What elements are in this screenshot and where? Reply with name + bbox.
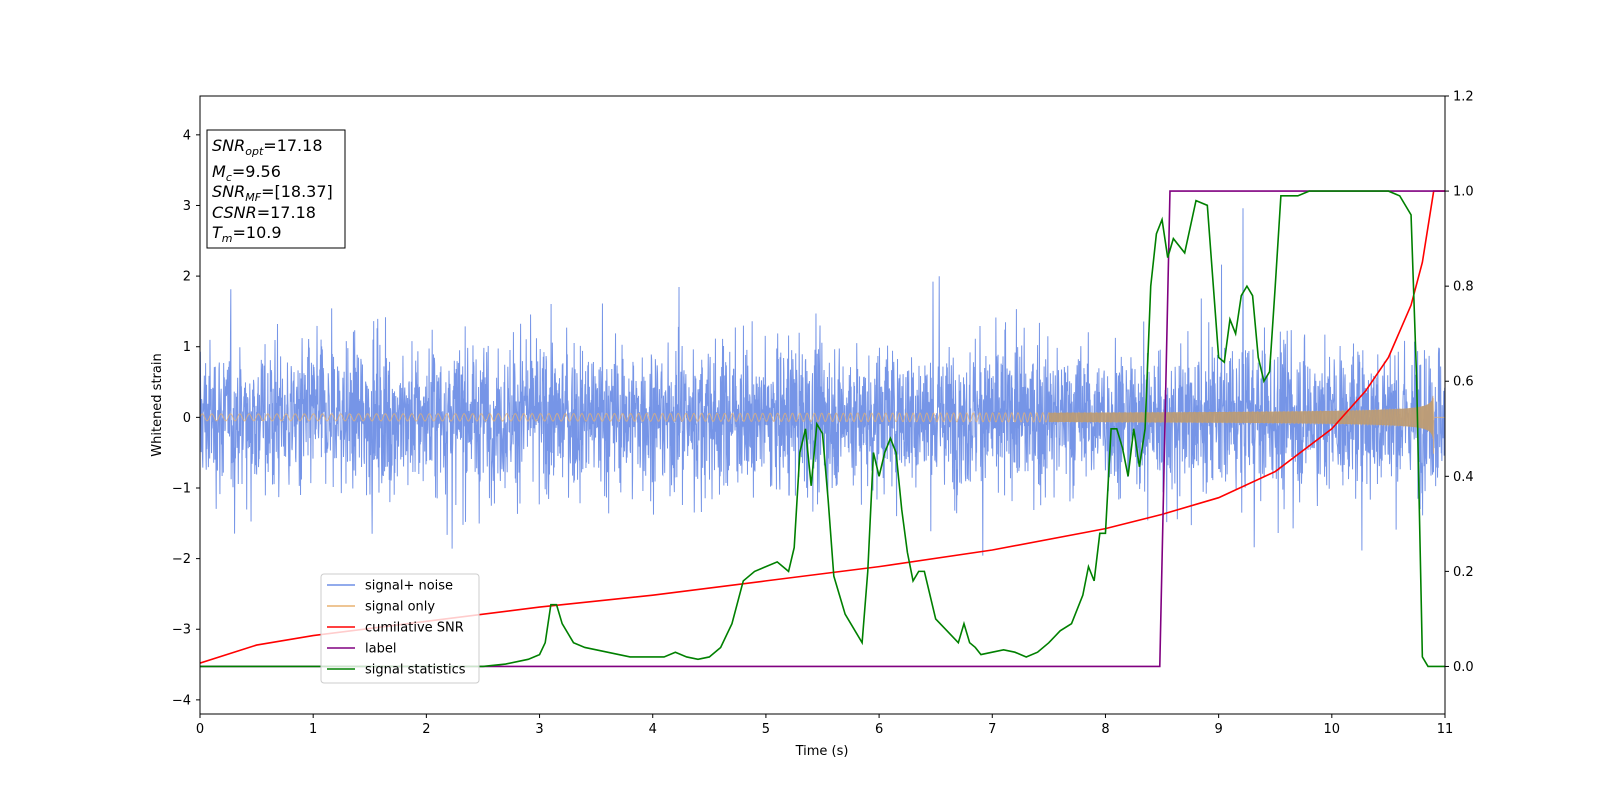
signal-envelope bbox=[1048, 396, 1434, 439]
annotation-value: =17.18 bbox=[257, 203, 316, 222]
annotation-subscript: MF bbox=[245, 191, 261, 204]
x-axis-ticks: 0 1 2 3 4 5 6 7 8 9 10 11 bbox=[196, 714, 1453, 737]
legend-label: label bbox=[365, 642, 396, 657]
legend-label: signal only bbox=[365, 600, 435, 615]
x-tick-label: 3 bbox=[535, 722, 543, 737]
annotation-subscript: c bbox=[226, 171, 232, 184]
signal-statistics-line bbox=[200, 190, 1445, 668]
annotation-line: CSNR=17.18 bbox=[212, 203, 316, 222]
annotation-subscript: opt bbox=[245, 145, 264, 158]
x-tick-label: 4 bbox=[649, 722, 657, 737]
plot-frame bbox=[199, 95, 1446, 715]
x-tick-label: 10 bbox=[1324, 722, 1341, 737]
x-tick-label: 8 bbox=[1101, 722, 1109, 737]
y-tick-label: 2 bbox=[183, 270, 191, 285]
annotation-subscript: m bbox=[222, 232, 233, 245]
annotation-symbol: T bbox=[212, 223, 223, 242]
y2-tick-label: 0.2 bbox=[1453, 565, 1474, 580]
x-tick-label: 6 bbox=[875, 722, 883, 737]
right-y-axis-ticks: 0.0 0.2 0.4 0.6 0.8 1.0 1.2 bbox=[1445, 90, 1474, 675]
annotation-frame bbox=[206, 129, 346, 249]
legend-label: signal statistics bbox=[365, 663, 466, 678]
annotation-symbol: SNR bbox=[212, 136, 245, 155]
x-tick-label: 11 bbox=[1437, 722, 1454, 737]
x-tick-label: 9 bbox=[1214, 722, 1222, 737]
annotation-symbol: M bbox=[212, 162, 226, 181]
legend-frame bbox=[320, 573, 480, 684]
y-tick-label: 1 bbox=[183, 340, 191, 355]
y-axis-label: Whitened strain bbox=[150, 353, 165, 456]
y-tick-label: 4 bbox=[183, 128, 191, 143]
y2-tick-label: 0.6 bbox=[1453, 375, 1474, 390]
annotation-symbol: CSNR bbox=[212, 203, 257, 222]
y-axis-ticks: −4 −3 −2 −1 0 1 2 3 4 bbox=[172, 128, 200, 708]
annotation-value: =10.9 bbox=[233, 223, 282, 242]
y-tick-label: −1 bbox=[172, 481, 191, 496]
y-tick-label: −2 bbox=[172, 552, 191, 567]
annotation-line: Tm=10.9 bbox=[212, 223, 282, 245]
x-tick-label: 7 bbox=[988, 722, 996, 737]
x-tick-label: 5 bbox=[762, 722, 770, 737]
y-tick-label: −4 bbox=[172, 693, 191, 708]
y2-tick-label: 1.2 bbox=[1453, 90, 1474, 105]
legend: signal+ noise signal only cumilative SNR la… bbox=[320, 573, 480, 684]
annotation-value: =17.18 bbox=[263, 136, 322, 155]
y-tick-label: 0 bbox=[183, 411, 191, 426]
legend-label: cumilative SNR bbox=[365, 621, 464, 636]
annotation-symbol: SNR bbox=[212, 182, 245, 201]
y2-tick-label: 0.8 bbox=[1453, 280, 1474, 295]
statistics-annotation: SNRopt=17.18Mc=9.56SNRMF=[18.37]CSNR=17.… bbox=[206, 129, 346, 249]
noise-line bbox=[200, 208, 1445, 556]
label-line bbox=[200, 190, 1445, 668]
annotation-line: SNRopt=17.18 bbox=[212, 136, 323, 158]
signal-only-trace bbox=[200, 395, 1445, 454]
annotation-value: =[18.37] bbox=[261, 182, 333, 201]
annotation-line: Mc=9.56 bbox=[212, 162, 281, 184]
y2-tick-label: 1.0 bbox=[1453, 185, 1474, 200]
y2-tick-label: 0.0 bbox=[1453, 660, 1474, 675]
x-tick-label: 1 bbox=[309, 722, 317, 737]
y2-tick-label: 0.4 bbox=[1453, 470, 1474, 485]
y-tick-label: 3 bbox=[183, 199, 191, 214]
annotation-line: SNRMF=[18.37] bbox=[212, 182, 333, 204]
signal-noise-trace bbox=[200, 208, 1445, 556]
x-axis-label: Time (s) bbox=[795, 744, 849, 759]
annotation-value: =9.56 bbox=[232, 162, 281, 181]
y-tick-label: −3 bbox=[172, 623, 191, 638]
legend-label: signal+ noise bbox=[365, 579, 453, 594]
x-tick-label: 0 bbox=[196, 722, 204, 737]
x-tick-label: 2 bbox=[422, 722, 430, 737]
